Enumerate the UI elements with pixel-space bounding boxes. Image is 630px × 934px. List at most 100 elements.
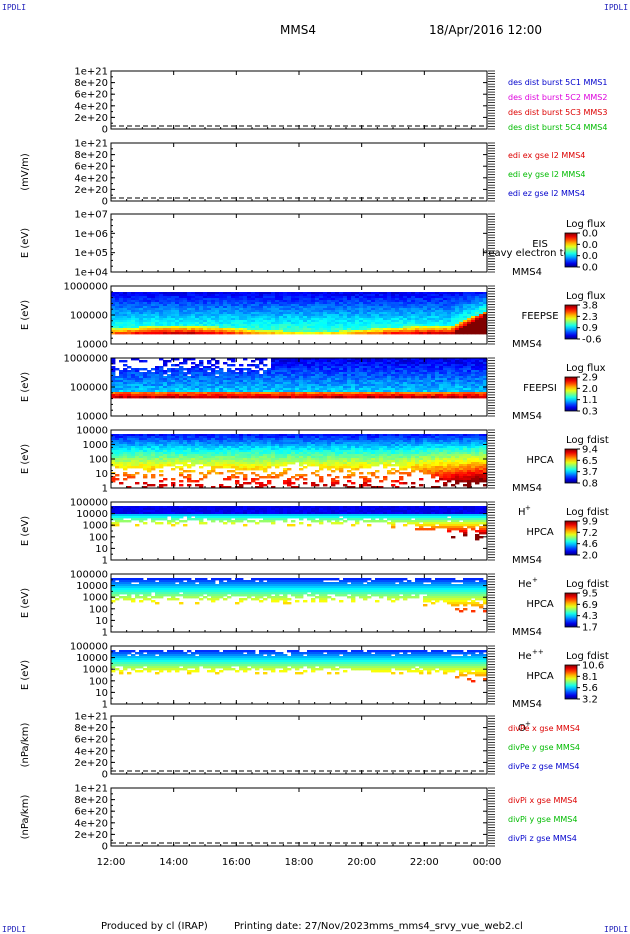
colorbar-tick-label: 0.0 [582, 240, 598, 251]
ytick-label: 10 [95, 544, 108, 555]
colorbar-tick-label: 8.1 [582, 672, 598, 683]
xtick-label: 00:00 [473, 857, 502, 868]
colorbar-tick-label: 0.9 [582, 323, 598, 334]
panel-hpca-hepp [110, 573, 488, 633]
spectrogram-cells [111, 578, 488, 613]
ytick-label: 1e+04 [74, 268, 108, 279]
colorbar-tick-label: 9.4 [582, 445, 598, 456]
species-label: He [518, 579, 532, 590]
colorbar-tick-label: 1.7 [582, 623, 598, 634]
panel-edi [110, 142, 488, 202]
colorbar-tick-label: 6.9 [582, 600, 598, 611]
ytick-label: 100000 [70, 642, 108, 653]
ytick-label: 2e+20 [74, 830, 108, 841]
spacecraft-label: MMS4 [512, 267, 542, 278]
spectrogram-cells [111, 292, 488, 335]
legend-entry: des dist burst 5C3 MMS3 [508, 108, 607, 117]
instrument-name: HPCA [526, 671, 554, 682]
ytick-label: 10 [95, 688, 108, 699]
legend-entry: divPi z gse MMS4 [508, 834, 577, 843]
colorbar-tick-label: 2.0 [582, 551, 598, 562]
footer-printing-date: Printing date: 27/Nov/2023 [234, 921, 370, 932]
y-axis-label: E (eV) [20, 516, 31, 546]
colorbar-tick-label: 2.9 [582, 373, 598, 384]
panel-divpe [110, 715, 488, 775]
y-axis-label: E (eV) [20, 660, 31, 690]
spectrogram-cells [111, 506, 488, 541]
corner-label-top-left: IPDLI [2, 3, 27, 12]
colorbar-tick-label: 7.2 [582, 528, 598, 539]
legend-entry: des dist burst 5C1 MMS1 [508, 78, 607, 87]
colorbar-tick-label: 4.3 [582, 611, 598, 622]
colorbar-tick-label: 1.1 [582, 395, 598, 406]
ytick-label: 10 [95, 616, 108, 627]
ytick-label: 1e+21 [74, 139, 108, 150]
xtick-label: 20:00 [347, 857, 376, 868]
colorbar-tick-label: 2.3 [582, 312, 598, 323]
ytick-label: 0 [102, 770, 108, 781]
ytick-label: 2e+20 [74, 113, 108, 124]
panel-frame [110, 213, 488, 273]
colorbar-tick-label: 0.0 [582, 251, 598, 262]
colorbar [564, 376, 578, 412]
colorbar-title: Log flux [566, 291, 606, 302]
colorbar-tick-label: 0.3 [582, 407, 598, 418]
xtick-label: 18:00 [285, 857, 314, 868]
ytick-label: 8e+20 [74, 78, 108, 89]
y-axis-label: (nPa/km) [20, 795, 31, 840]
ytick-label: 1 [102, 700, 108, 711]
colorbar [564, 664, 578, 700]
legend-entry: edi ez gse l2 MMS4 [508, 189, 585, 198]
colorbar-tick-label: 9.9 [582, 517, 598, 528]
spacecraft-label: MMS4 [512, 555, 542, 566]
panel-divpi [110, 787, 488, 847]
corner-label-top-right: IPDLI [604, 3, 629, 12]
ytick-label: 1 [102, 484, 108, 495]
species-charge: + [525, 720, 531, 728]
panel-hpca-he [110, 501, 488, 561]
ytick-label: 1000000 [63, 354, 108, 365]
colorbar-tick-label: 5.6 [582, 683, 598, 694]
instrument-name: HPCA [526, 599, 554, 610]
ytick-label: 1000 [83, 665, 108, 676]
instrument-name: FEEPSE [521, 311, 558, 322]
ytick-label: 4e+20 [74, 746, 108, 757]
colorbar-title: Log fdist [566, 651, 609, 662]
ytick-label: 10000 [76, 426, 108, 437]
footer-produced-by: Produced by cl (IRAP) [101, 921, 208, 932]
ytick-label: 2e+20 [74, 758, 108, 769]
legend-entry: divPe z gse MMS4 [508, 762, 579, 771]
date-time-title: 18/Apr/2016 12:00 [429, 23, 543, 37]
panel-frame [110, 70, 488, 130]
ytick-label: 0 [102, 842, 108, 853]
colorbar-title: Log fdist [566, 507, 609, 518]
instrument-name: FEEPSI [523, 383, 557, 394]
panel-feepsi [110, 357, 488, 417]
ytick-label: 100 [89, 676, 108, 687]
ytick-label: 100000 [70, 311, 108, 322]
ytick-label: 6e+20 [74, 162, 108, 173]
colorbar-title: Log fdist [566, 579, 609, 590]
colorbar-tick-label: 3.7 [582, 467, 598, 478]
ytick-label: 6e+20 [74, 807, 108, 818]
xtick-label: 12:00 [97, 857, 126, 868]
panel-eis [110, 213, 488, 273]
ytick-label: 1e+21 [74, 784, 108, 795]
y-axis-label: E (eV) [20, 372, 31, 402]
legend-entry: divPi y gse MMS4 [508, 815, 577, 824]
ytick-label: 4e+20 [74, 173, 108, 184]
y-axis-label: E (eV) [20, 228, 31, 258]
panel-des-dist [110, 70, 488, 130]
corner-label-bottom-left: IPDLI [2, 925, 27, 934]
colorbar-title: Log fdist [566, 435, 609, 446]
ytick-label: 10000 [76, 509, 108, 520]
spectrogram-cells [111, 358, 488, 399]
colorbar [564, 520, 578, 556]
panel-feepse [110, 285, 488, 345]
species-charge: ++ [532, 648, 544, 656]
ytick-label: 1 [102, 556, 108, 567]
legend-entry: divPe y gse MMS4 [508, 743, 580, 752]
colorbar-tick-label: 0.0 [582, 263, 598, 274]
y-axis-label: (nPa/km) [20, 723, 31, 768]
